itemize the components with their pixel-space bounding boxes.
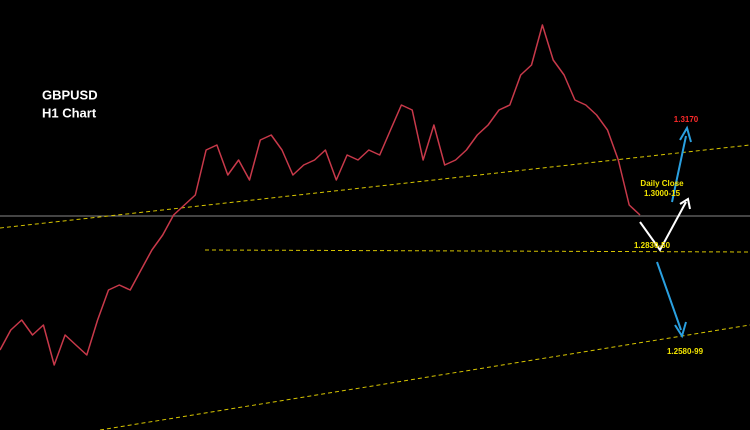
support-line — [204, 249, 750, 253]
arrow — [656, 261, 682, 331]
arrow-head — [674, 321, 687, 339]
annotation: 1.3000-15 — [644, 189, 681, 198]
level-label: 1.2830-50 — [634, 241, 671, 250]
plot — [0, 24, 641, 366]
chart-title: GBPUSD — [42, 87, 98, 102]
arrow — [639, 201, 687, 252]
trend-line — [99, 324, 750, 430]
level-label: 1.2580-99 — [667, 347, 704, 356]
target-label: 1.3170 — [674, 115, 699, 124]
arrow-head — [679, 125, 692, 143]
arrow-head — [679, 197, 691, 210]
annotation: Daily Close — [640, 179, 684, 188]
price-line — [0, 24, 641, 366]
arrow — [671, 135, 687, 203]
arrows — [639, 125, 692, 339]
chart-subtitle: H1 Chart — [42, 105, 97, 120]
